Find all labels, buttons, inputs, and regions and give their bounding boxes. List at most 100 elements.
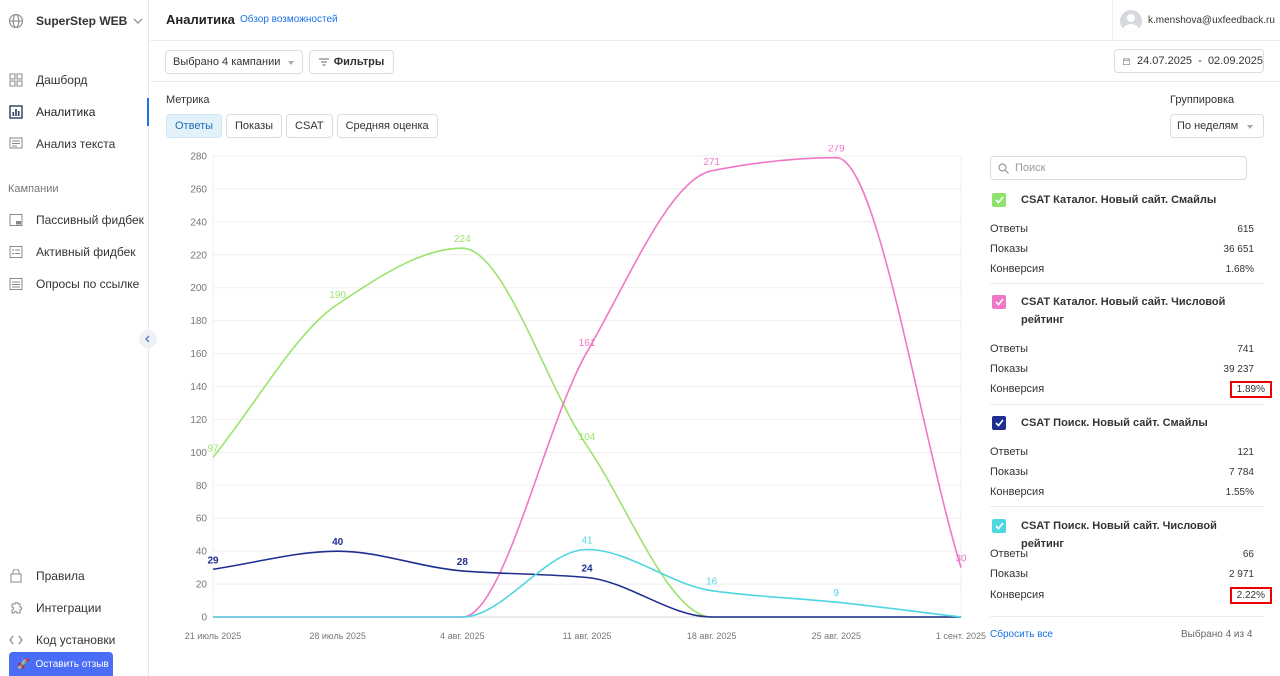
sidebar-item-dashboard[interactable]: Дашборд	[0, 66, 149, 94]
sidebar-item-text-analysis[interactable]: Анализ текста	[0, 130, 149, 158]
data-label: 279	[828, 145, 845, 155]
y-tick-label: 0	[201, 613, 207, 624]
checkbox-checked-icon[interactable]	[992, 416, 1006, 430]
stat-row: Ответы 66	[990, 544, 1264, 564]
sidebar-item-label: Правила	[36, 569, 85, 583]
caret-down-icon	[1247, 125, 1253, 129]
analytics-icon	[8, 104, 24, 120]
sidebar-item-analytics[interactable]: Аналитика	[0, 98, 149, 126]
stat-label: Ответы	[990, 223, 1029, 235]
stat-row: Конверсия 1.55%	[990, 482, 1264, 502]
y-tick-label: 140	[190, 382, 207, 393]
sidebar-item-label: Опросы по ссылке	[36, 277, 140, 291]
stat-row: Ответы 741	[990, 339, 1264, 359]
sidebar-item-active-feedback[interactable]: Активный фидбек	[0, 238, 149, 266]
search-input[interactable]: Поиск	[990, 156, 1247, 180]
page-title: Аналитика	[166, 12, 235, 27]
grouping-value: По неделям	[1177, 120, 1239, 132]
sidebar-item-label: Активный фидбек	[36, 245, 136, 259]
data-label: 104	[579, 432, 596, 443]
workspace-name: SuperStep WEB	[36, 14, 128, 28]
reset-all-link[interactable]: Сбросить все	[990, 629, 1053, 640]
checkbox-checked-icon[interactable]	[992, 519, 1006, 533]
sidebar-item-rules[interactable]: Правила	[0, 562, 149, 590]
stat-value: 2 971	[1228, 568, 1254, 580]
sidebar-item-passive-feedback[interactable]: Пассивный фидбек	[0, 206, 149, 234]
stat-label: Конверсия	[990, 589, 1045, 601]
stat-row: Конверсия 1.89%	[990, 379, 1272, 399]
series-line	[213, 156, 962, 618]
metric-label: Метрика	[166, 94, 210, 106]
sidebar-item-label: Пассивный фидбек	[36, 213, 144, 227]
grouping-label: Группировка	[1170, 94, 1235, 106]
x-tick-label: 1 сент. 2025	[936, 631, 986, 641]
stat-value: 39 237	[1223, 363, 1254, 375]
sidebar-item-label: Дашборд	[36, 73, 88, 87]
sidebar-item-link-surveys[interactable]: Опросы по ссылке	[0, 270, 149, 298]
user-menu[interactable]: k.menshova@uxfeedback.ru	[1112, 0, 1280, 41]
stat-label: Показы	[990, 363, 1029, 375]
leave-feedback-label: Оставить отзыв	[35, 658, 109, 670]
data-label: 24	[581, 563, 593, 574]
filters-button[interactable]: Фильтры	[309, 50, 394, 74]
globe-icon	[8, 13, 24, 29]
campaign-item[interactable]: CSAT Каталог. Новый сайт. Числовой рейти…	[990, 293, 1241, 329]
campaign-item[interactable]: CSAT Поиск. Новый сайт. Числовой рейтинг	[990, 517, 1241, 553]
y-tick-label: 20	[196, 580, 208, 591]
link-survey-icon	[8, 276, 24, 292]
workspace-switcher[interactable]: SuperStep WEB	[8, 10, 143, 32]
checkbox-checked-icon[interactable]	[992, 295, 1006, 309]
selected-count: Выбрано 4 из 4	[1181, 629, 1253, 640]
campaign-select[interactable]: Выбрано 4 кампании	[165, 50, 303, 74]
answers-line-chart: 0 20 40 60 80 100 120 140 160 180 200 220 240 260 280 2…	[185, 145, 986, 641]
grouping-select[interactable]: По неделям	[1170, 114, 1264, 138]
tab-csat[interactable]: CSAT	[286, 114, 333, 138]
integrations-icon	[8, 600, 24, 616]
date-range-value: 24.07.2025 - 02.09.2025	[1137, 55, 1263, 67]
data-label: 29	[207, 555, 219, 566]
stat-value-highlighted: 2.22%	[1229, 586, 1272, 604]
metric-tabs: Ответы Показы CSAT Средняя оценка	[166, 114, 438, 138]
page-header: Аналитика Обзор возможностей k.menshova@…	[150, 0, 1280, 41]
data-label: 224	[454, 234, 471, 245]
campaigns-section-label: Кампании	[8, 183, 59, 195]
data-label: 190	[329, 290, 346, 301]
checkbox-checked-icon[interactable]	[992, 193, 1006, 207]
tab-average-score[interactable]: Средняя оценка	[336, 114, 438, 138]
data-label: 28	[457, 557, 469, 568]
y-tick-label: 280	[190, 152, 207, 163]
y-tick-label: 60	[196, 514, 208, 525]
calendar-icon	[1123, 57, 1130, 65]
data-label: 41	[581, 535, 593, 546]
stat-label: Показы	[990, 243, 1029, 255]
data-label: 16	[706, 577, 718, 588]
stat-label: Показы	[990, 568, 1029, 580]
x-tick-label: 25 авг. 2025	[812, 631, 862, 641]
leave-feedback-button[interactable]: 🚀 Оставить отзыв	[9, 652, 113, 676]
sidebar-item-install-code[interactable]: Код установки	[0, 626, 149, 654]
y-tick-label: 80	[196, 481, 208, 492]
tab-answers[interactable]: Ответы	[166, 114, 223, 138]
y-tick-label: 240	[190, 217, 207, 228]
sidebar-item-label: Код установки	[36, 633, 116, 647]
collapse-sidebar-button[interactable]	[139, 330, 157, 348]
campaign-title: CSAT Каталог. Новый сайт. Смайлы	[1021, 194, 1217, 206]
tab-impressions[interactable]: Показы	[226, 114, 283, 138]
avatar	[1120, 9, 1142, 32]
overview-link[interactable]: Обзор возможностей	[240, 14, 338, 25]
stat-row: Ответы 121	[990, 442, 1264, 462]
y-tick-label: 40	[196, 547, 208, 558]
sidebar-item-integrations[interactable]: Интеграции	[0, 594, 149, 622]
campaign-select-value: Выбрано 4 кампании	[173, 56, 281, 68]
stat-label: Ответы	[990, 343, 1029, 355]
x-tick-label: 4 авг. 2025	[440, 631, 485, 641]
data-label: 271	[703, 157, 720, 168]
campaign-item[interactable]: CSAT Поиск. Новый сайт. Смайлы	[990, 414, 1241, 432]
sidebar: SuperStep WEB Дашборд Аналитика Анализ т…	[0, 0, 149, 676]
date-range-picker[interactable]: 24.07.2025 - 02.09.2025	[1114, 49, 1264, 73]
stat-row: Показы 36 651	[990, 239, 1264, 259]
campaign-item[interactable]: CSAT Каталог. Новый сайт. Смайлы	[990, 191, 1241, 209]
stat-row: Конверсия 2.22%	[990, 585, 1272, 605]
rules-icon	[8, 568, 24, 584]
data-label: 97	[207, 443, 219, 454]
